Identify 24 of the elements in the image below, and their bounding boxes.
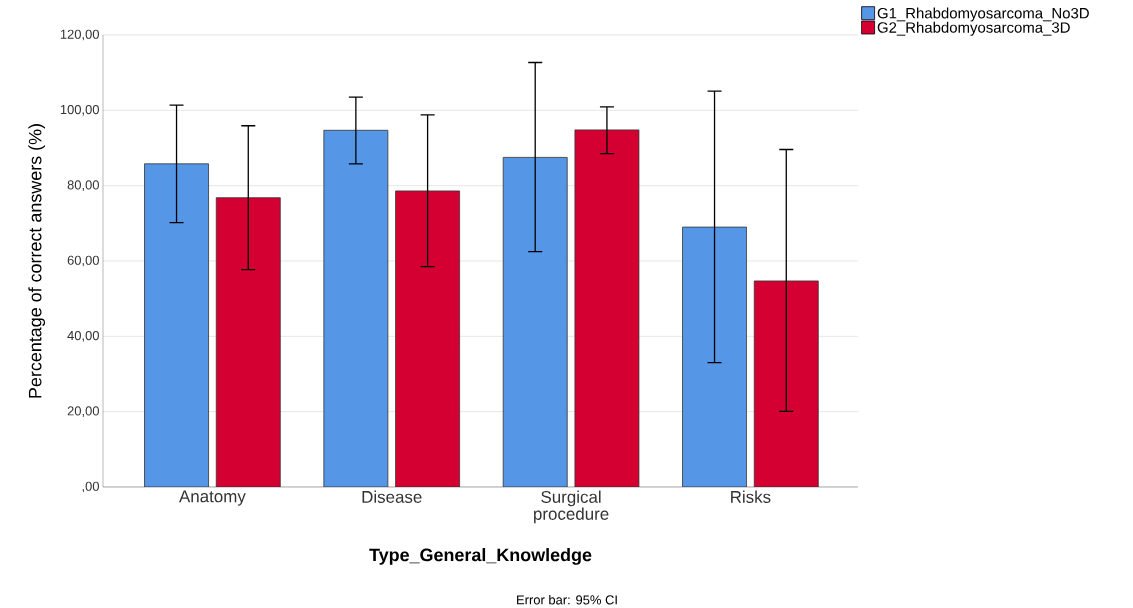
y-tick-label: 60,00 [67,255,99,267]
text: Error bar: 95% CI [517,594,617,605]
x-tick-label: Anatomy [179,490,246,506]
bar [215,197,281,487]
y-tick-label: 120,00 [60,29,99,41]
bar [574,129,640,487]
bar [682,226,747,487]
y-tick-label: 20,00 [67,406,99,417]
bar [395,190,461,487]
x-tick-label: Surgical procedure [534,490,609,524]
y-tick-label: 100,00 [60,104,99,116]
y-axis-title: Percentage of correct answers (%) [28,124,46,398]
legend-label: G1_Rhabdomyosarcoma_No3D [877,7,1089,22]
x-tick-label: Risks [731,490,771,503]
bar [323,129,389,487]
bar [502,157,568,487]
x-axis-title: Type_General_Knowledge [369,548,592,565]
y-tick-label: ,00 [82,481,99,493]
bar [144,163,209,487]
y-tick-label: 80,00 [67,180,99,191]
x-tick-label: Disease [362,490,422,503]
legend-label: G2_Rhabdomyosarcoma_3D [877,21,1070,36]
y-tick-label: 40,00 [67,330,99,342]
bar [753,280,819,487]
